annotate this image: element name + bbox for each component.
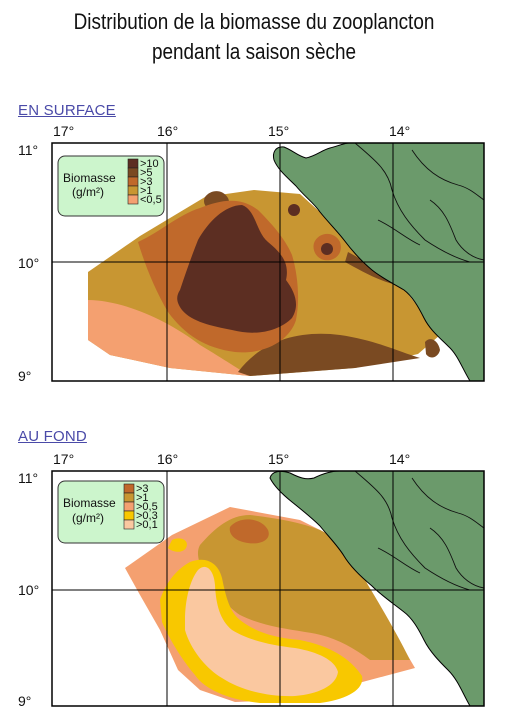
- legend-unit-fond: (g/m²): [72, 511, 104, 525]
- legend-title-fond: Biomasse: [63, 496, 116, 510]
- lat-label-10: 10°: [18, 255, 39, 271]
- title-line-2: pendant la saison sèche: [151, 39, 357, 64]
- legend-label-gt1: >1: [140, 185, 153, 197]
- legend-swatch-gt5: [127, 167, 139, 178]
- lon-label-16-b: 16°: [157, 451, 178, 467]
- section-heading-fond: AU FOND: [18, 428, 87, 445]
- lon-label-16: 16°: [157, 123, 178, 139]
- map-surface: 17° 16° 15° 14° 11° 10° 9° Biomasse: [18, 123, 485, 384]
- map-fond: 17° 16° 15° 14° 11° 10° 9° Biomasse (g/m…: [18, 451, 485, 709]
- zone-gt10-dot-2: [321, 243, 333, 255]
- zone-lt05: [88, 300, 250, 376]
- legend-title-surface: Biomasse: [63, 171, 116, 185]
- legend-label-gt5: >5: [140, 167, 153, 179]
- land-fond: [269, 470, 485, 707]
- legend-swatch-gt01: [123, 519, 135, 530]
- legend-fond: Biomasse (g/m²) >3 >1 >0,5 >0,3 >0,1: [57, 480, 165, 544]
- lat-label-10-b: 10°: [18, 582, 39, 598]
- borders-surface: [354, 142, 485, 263]
- legend-swatch-gt3: [127, 176, 139, 187]
- zone-gt01: [185, 566, 338, 697]
- legend-swatch-gt05: [123, 501, 135, 512]
- lat-label-11: 11°: [18, 142, 38, 158]
- legend-unit-surface: (g/m²): [72, 185, 104, 199]
- zone-gt1: [197, 515, 410, 660]
- zone-gt10: [177, 205, 297, 333]
- lon-label-17-b: 17°: [53, 451, 74, 467]
- lat-label-11-b: 11°: [18, 470, 38, 486]
- lat-label-9: 9°: [18, 368, 31, 384]
- legend-label-gt10: >10: [140, 158, 159, 170]
- legend-label-gt05: >0,5: [136, 501, 158, 513]
- zone-gt3: [229, 519, 269, 544]
- zone-gt5-sw: [425, 339, 440, 358]
- grid-surface: [51, 142, 485, 382]
- biomass-zones-fond: [125, 507, 415, 703]
- grid-fond: [51, 470, 485, 707]
- lon-label-14: 14°: [389, 123, 410, 139]
- zone-gt5-bottom: [238, 333, 420, 376]
- lon-label-15-b: 15°: [268, 451, 289, 467]
- lon-label-15: 15°: [268, 123, 289, 139]
- legend-swatch-lt05: [127, 194, 139, 205]
- lon-label-17: 17°: [53, 123, 74, 139]
- title-line-1: Distribution de la biomasse du zooplanct…: [73, 9, 435, 34]
- legend-swatch-gt3-b: [123, 483, 135, 494]
- legend-swatch-gt1: [127, 185, 139, 196]
- legend-label-gt03: >0,3: [136, 510, 158, 522]
- legend-swatch-gt1-b: [123, 492, 135, 503]
- legend-swatch-gt03: [123, 510, 135, 521]
- section-heading-surface: EN SURFACE: [18, 102, 116, 119]
- legend-label-gt3-b: >3: [136, 483, 149, 495]
- legend-label-gt3: >3: [140, 176, 153, 188]
- legend-label-lt05: <0,5: [140, 194, 162, 206]
- lon-label-14-b: 14°: [389, 451, 410, 467]
- biomass-zones-surface: [88, 190, 440, 376]
- legend-swatch-gt10: [127, 158, 139, 169]
- legend-label-gt01: >0,1: [136, 519, 158, 531]
- borders-fond: [354, 470, 485, 591]
- legend-label-gt1-b: >1: [136, 492, 149, 504]
- zone-gt10-dot-1: [288, 204, 300, 216]
- lat-label-9-b: 9°: [18, 693, 31, 709]
- legend-surface: Biomasse (g/m²) >10 >5 >3 >1 <0,5: [57, 155, 165, 217]
